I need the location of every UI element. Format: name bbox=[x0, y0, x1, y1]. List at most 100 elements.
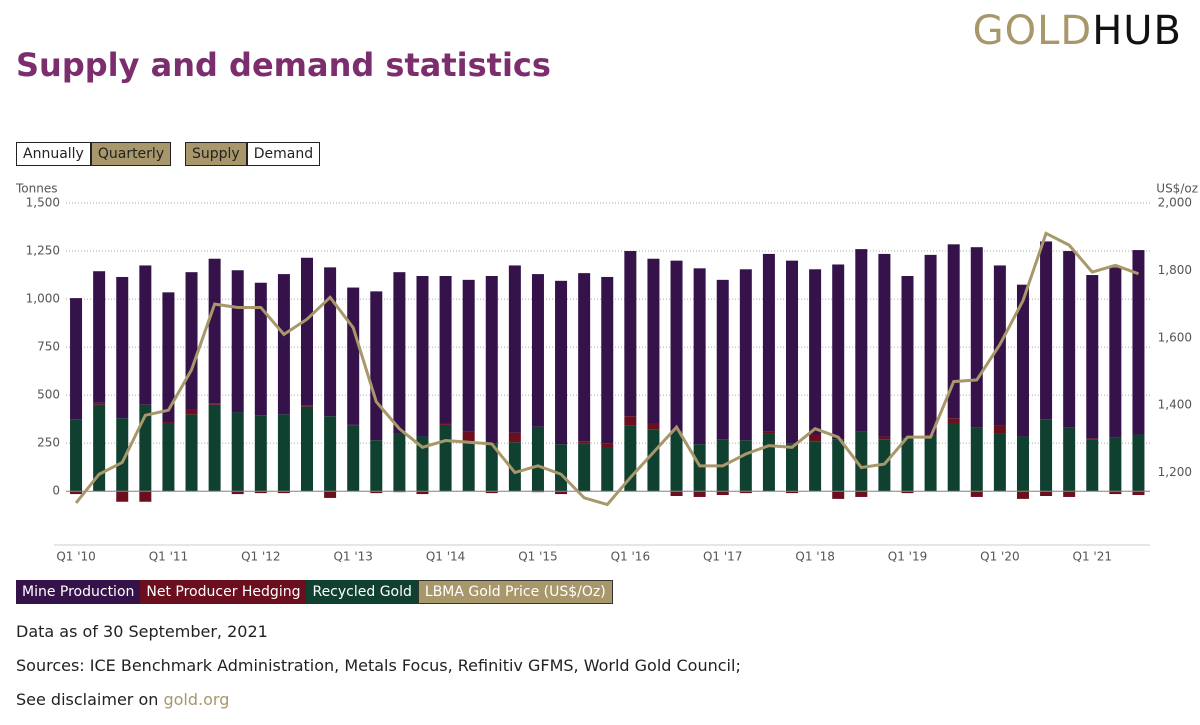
legend-item[interactable]: Net Producer Hedging bbox=[140, 580, 307, 604]
disclaimer-text: See disclaimer on bbox=[16, 690, 164, 709]
bar-segment bbox=[970, 427, 983, 492]
bar-segment bbox=[116, 491, 129, 502]
demand-button[interactable]: Demand bbox=[246, 142, 321, 166]
gold-link[interactable]: gold.org bbox=[163, 690, 230, 709]
bar-segment bbox=[347, 424, 360, 426]
period-toggle: Annually Quarterly bbox=[16, 142, 172, 166]
bar-segment bbox=[370, 440, 383, 492]
bar-segment bbox=[139, 404, 152, 492]
bar-segment bbox=[1132, 434, 1145, 492]
bar-segment bbox=[208, 403, 221, 405]
disclaimer-note: See disclaimer on gold.org bbox=[16, 690, 229, 709]
date-note: Data as of 30 September, 2021 bbox=[16, 622, 268, 641]
bar-segment bbox=[416, 276, 429, 437]
bar-segment bbox=[70, 491, 83, 495]
bar-segment bbox=[231, 491, 244, 495]
bar-segment bbox=[393, 272, 406, 434]
bar-segment bbox=[809, 441, 822, 492]
bar-segment bbox=[439, 276, 452, 423]
bar-segment bbox=[901, 491, 914, 494]
bar-segment bbox=[578, 273, 591, 442]
x-tick-label: Q1 '16 bbox=[611, 550, 650, 564]
bar-segment bbox=[970, 491, 983, 497]
bar-segment bbox=[324, 267, 337, 417]
bar-segment bbox=[439, 424, 452, 492]
bar-segment bbox=[277, 274, 290, 415]
x-tick-label: Q1 '21 bbox=[1073, 550, 1112, 564]
bar-segment bbox=[555, 491, 568, 495]
legend-item[interactable]: Recycled Gold bbox=[306, 580, 418, 604]
bar-segment bbox=[139, 491, 152, 502]
bar-segment bbox=[416, 436, 429, 492]
bar-segment bbox=[139, 265, 152, 405]
bar-segment bbox=[508, 432, 521, 443]
bar-segment bbox=[185, 409, 198, 415]
x-tick-label: Q1 '13 bbox=[333, 550, 372, 564]
legend: Mine Production Net Producer Hedging Recyc… bbox=[16, 580, 613, 604]
bar-segment bbox=[786, 443, 799, 492]
bar-segment bbox=[301, 257, 314, 406]
annually-button[interactable]: Annually bbox=[16, 142, 91, 166]
y-tick-label: 500 bbox=[37, 388, 60, 402]
bar-segment bbox=[809, 434, 822, 442]
bar-segment bbox=[1086, 438, 1099, 440]
bar-segment bbox=[116, 276, 129, 419]
logo-hub: HUB bbox=[1092, 8, 1182, 54]
bar-segment bbox=[70, 419, 83, 492]
bar-segment bbox=[1016, 436, 1029, 492]
bar-segment bbox=[693, 268, 706, 445]
bar-segment bbox=[855, 491, 868, 497]
bar-segment bbox=[786, 260, 799, 444]
y2-tick-label: 1,600 bbox=[1158, 330, 1192, 344]
bar-segment bbox=[601, 447, 614, 492]
bar-segment bbox=[1132, 491, 1145, 496]
y2-axis-label: US$/oz bbox=[1156, 182, 1198, 196]
legend-item[interactable]: LBMA Gold Price (US$/Oz) bbox=[417, 580, 613, 604]
bar-segment bbox=[947, 418, 960, 423]
bar-segment bbox=[277, 414, 290, 492]
bar-segment bbox=[393, 433, 406, 492]
bar-segment bbox=[924, 254, 937, 435]
bar-segment bbox=[254, 282, 267, 416]
x-tick-label: Q1 '14 bbox=[426, 550, 465, 564]
supply-button[interactable]: Supply bbox=[185, 142, 247, 166]
bar-segment bbox=[1086, 439, 1099, 492]
bar-segment bbox=[208, 258, 221, 404]
bar-segment bbox=[1086, 275, 1099, 439]
bar-segment bbox=[901, 438, 914, 492]
legend-item[interactable]: Mine Production bbox=[16, 580, 141, 604]
bar-segment bbox=[508, 265, 521, 433]
bar-segment bbox=[508, 442, 521, 492]
bar-segment bbox=[739, 491, 752, 494]
bar-segment bbox=[1109, 267, 1122, 438]
bar-segment bbox=[347, 287, 360, 425]
bar-segment bbox=[832, 264, 845, 440]
bar-segment bbox=[832, 439, 845, 492]
bar-segment bbox=[670, 491, 683, 497]
bar-segment bbox=[716, 279, 729, 440]
x-tick-label: Q1 '19 bbox=[888, 550, 927, 564]
bar-segment bbox=[1063, 491, 1076, 497]
bar-segment bbox=[624, 251, 637, 417]
bar-segment bbox=[1040, 419, 1053, 492]
y-tick-label: 1,250 bbox=[26, 244, 60, 258]
bar-segment bbox=[855, 431, 868, 492]
chart: Tonnes US$/oz 0 250 500 750 1,000 1,250 1,500 1… bbox=[15, 182, 1198, 564]
bar-segment bbox=[762, 431, 775, 434]
bar-segment bbox=[531, 426, 544, 492]
bar-segment bbox=[162, 422, 175, 423]
bar-segment bbox=[901, 276, 914, 439]
bar-segment bbox=[231, 270, 244, 413]
x-tick-label: Q1 '10 bbox=[56, 550, 95, 564]
bar-segment bbox=[1016, 491, 1029, 499]
y-tick-label: 0 bbox=[52, 484, 60, 498]
bar-segment bbox=[693, 444, 706, 492]
bar-segment bbox=[762, 433, 775, 492]
quarterly-button[interactable]: Quarterly bbox=[90, 142, 172, 166]
bar-segment bbox=[162, 422, 175, 492]
bar-segment bbox=[208, 404, 221, 492]
bar-segment bbox=[485, 491, 498, 494]
x-tick-label: Q1 '20 bbox=[980, 550, 1019, 564]
bar-segment bbox=[947, 422, 960, 492]
